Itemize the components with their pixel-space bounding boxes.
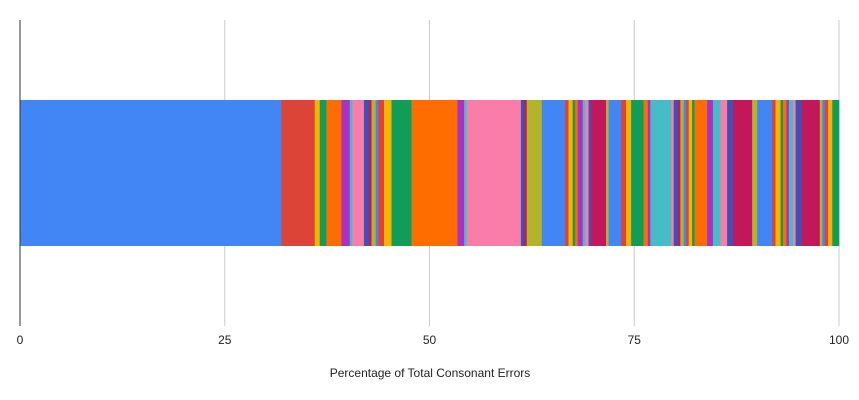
bar-segment-60 <box>783 100 787 246</box>
bar-segment-54 <box>732 100 753 246</box>
bar-segment-12 <box>375 100 379 246</box>
bar-segment-51 <box>712 100 721 246</box>
bar-segment-29 <box>582 100 586 246</box>
x-tick-label-100: 100 <box>829 333 849 347</box>
bar-segment-62 <box>788 100 794 246</box>
bar-segment-7 <box>349 100 353 246</box>
bar-segment-30 <box>585 100 589 246</box>
x-axis-title: Percentage of Total Consonant Errors <box>330 366 531 380</box>
bar-segment-26 <box>572 100 576 246</box>
bar-segment-31 <box>588 100 592 246</box>
bar-segment-25 <box>568 100 573 246</box>
x-axis-ticks: 0 25 50 75 100 <box>17 333 850 347</box>
bar-segment-27 <box>575 100 578 246</box>
bar-segment-48 <box>692 100 695 246</box>
bar-segment-46 <box>686 100 690 246</box>
bar-segment-61 <box>786 100 790 246</box>
x-tick-label-50: 50 <box>423 333 437 347</box>
bar-segment-34 <box>608 100 622 246</box>
bar-segment-15 <box>391 100 412 246</box>
stacked-bar <box>20 100 840 246</box>
bar-segment-9 <box>363 100 370 246</box>
bar-segment-13 <box>378 100 385 246</box>
bar-segment-49 <box>694 100 708 246</box>
bar-segment-52 <box>720 100 728 246</box>
bar-segment-3 <box>314 100 321 246</box>
bar-segment-2 <box>281 100 316 246</box>
bar-segment-57 <box>772 100 776 246</box>
bar-segment-28 <box>577 100 583 246</box>
bar-segment-56 <box>757 100 773 246</box>
bar-segment-55 <box>752 100 758 246</box>
bar-segment-17 <box>457 100 465 246</box>
bar-segment-43 <box>677 100 681 246</box>
bar-segment-11 <box>371 100 376 246</box>
bar-segment-14 <box>384 100 392 246</box>
bar-segment-20 <box>520 100 525 246</box>
bar-segment-19 <box>466 100 522 246</box>
bar-segment-68 <box>824 100 829 246</box>
bar-segment-36 <box>626 100 632 246</box>
bar-segment-37 <box>631 100 644 246</box>
bar-segment-66 <box>819 100 823 246</box>
bar-segment-65 <box>801 100 821 246</box>
bar-segment-59 <box>780 100 784 246</box>
bar-segment-23 <box>541 100 566 246</box>
bar-segment-53 <box>727 100 734 246</box>
bar-segment-35 <box>621 100 627 246</box>
bar-segment-45 <box>683 100 687 246</box>
bar-segment-50 <box>707 100 714 246</box>
bar-segment-22 <box>526 100 543 246</box>
bar-segment-18 <box>464 100 467 246</box>
bar-segment-70 <box>832 100 840 246</box>
bar-segment-4 <box>319 100 327 246</box>
bar-segment-41 <box>671 100 674 246</box>
bar-segment-33 <box>606 100 609 246</box>
bar-segment-67 <box>822 100 826 246</box>
bar-segment-38 <box>643 100 649 246</box>
bar-segment-1 <box>20 100 282 246</box>
bar-segment-24 <box>565 100 569 246</box>
x-tick-label-25: 25 <box>218 333 232 347</box>
bar-segment-21 <box>524 100 528 246</box>
x-tick-label-0: 0 <box>17 333 24 347</box>
bar-segment-63 <box>793 100 796 246</box>
bar-segment-64 <box>795 100 802 246</box>
x-tick-label-75: 75 <box>628 333 642 347</box>
bar-segment-47 <box>688 100 693 246</box>
bar-segment-16 <box>411 100 458 246</box>
bar-segment-44 <box>680 100 685 246</box>
bar-segment-8 <box>352 100 365 246</box>
bar-segment-40 <box>650 100 672 246</box>
bar-segment-5 <box>326 100 342 246</box>
bar-segment-39 <box>647 100 651 246</box>
bar-segment-10 <box>368 100 372 246</box>
bar-segment-58 <box>775 100 781 246</box>
bar-segment-69 <box>828 100 833 246</box>
bar-segment-42 <box>673 100 679 246</box>
bar-segment-6 <box>341 100 351 246</box>
bar-segment-32 <box>591 100 607 246</box>
